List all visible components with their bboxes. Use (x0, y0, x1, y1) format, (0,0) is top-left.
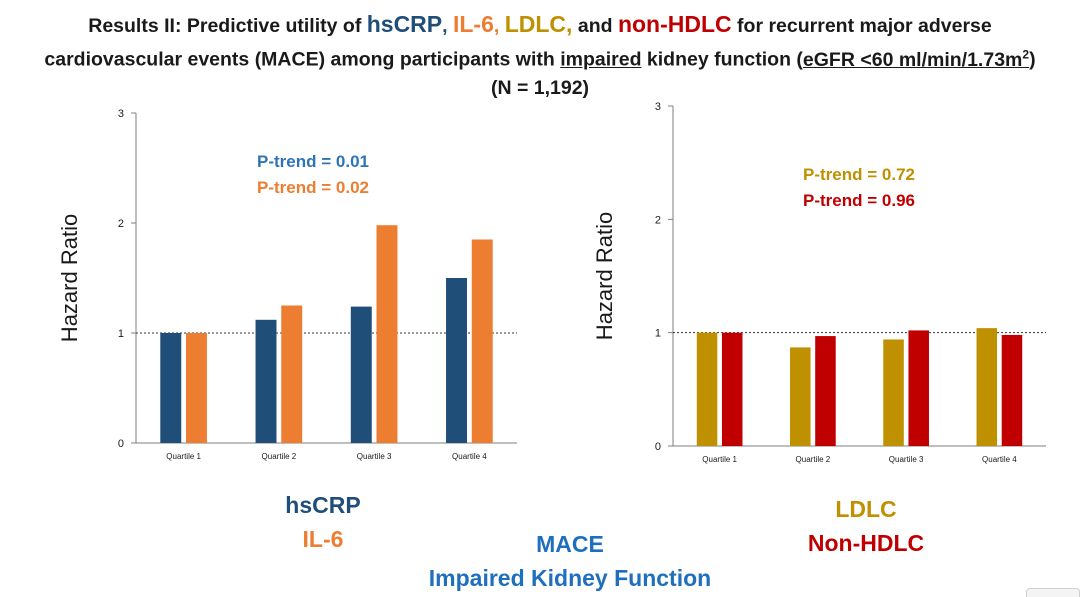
title-ldlc: LDLC, (504, 11, 573, 37)
bar-ldlc-q1 (696, 332, 718, 446)
legend-ldlc: LDLC (835, 496, 897, 522)
y-tick-label: 0 (118, 438, 124, 450)
bar-hscrp-q4 (446, 278, 467, 443)
legend-il6: IL-6 (302, 526, 344, 552)
title-prefix: Results II: Predictive utility of (88, 15, 367, 37)
bar-ldlc-q4 (976, 328, 998, 446)
x-tick-label: Quartile 4 (452, 452, 487, 461)
bar-non-hdlc-q3 (908, 330, 929, 446)
p-trend-annotation: P-trend = 0.02 (257, 178, 369, 197)
y-axis-title: Hazard Ratio (57, 214, 82, 342)
bar-hscrp-q3 (350, 306, 372, 443)
x-tick-label: Quartile 4 (982, 455, 1017, 464)
y-tick-label: 1 (118, 328, 124, 340)
y-tick-label: 3 (118, 108, 124, 120)
p-trend-annotation: P-trend = 0.01 (257, 152, 369, 171)
y-axis-title: Hazard Ratio (592, 212, 617, 340)
bar-ldlc-q3 (883, 339, 904, 446)
bar-non-hdlc-q1 (721, 332, 743, 446)
y-tick-label: 3 (655, 101, 661, 113)
x-tick-label: Quartile 3 (889, 455, 924, 464)
title-line2-a: cardiovascular events (MACE) among parti… (44, 48, 561, 71)
title-line2-c: ) (1029, 48, 1036, 71)
title-il6: IL-6 (452, 11, 494, 37)
bar-non-hdlc-q2 (815, 336, 836, 446)
legend-right: LDLC Non-HDLC (766, 492, 966, 560)
title-egfr-text: eGFR <60 ml/min/1.73m (802, 48, 1023, 71)
title-comma-2: , (493, 15, 505, 37)
y-tick-label: 2 (118, 218, 124, 230)
bar-il-6-q3 (376, 225, 398, 443)
bar-il-6-q2 (281, 305, 303, 443)
x-tick-label: Quartile 2 (262, 452, 297, 461)
bar-il-6-q1 (186, 333, 207, 443)
chart-right: 0 1 2 3 Hazard Ratio Quartile 1 Quartile 2 Quar… (592, 101, 1046, 464)
title-egfr-sup: 2 (1022, 47, 1030, 61)
x-tick-label: Quartile 3 (357, 452, 392, 461)
title-impaired: impaired (560, 48, 642, 71)
corner-widget[interactable] (1026, 588, 1080, 597)
p-trend-annotation: P-trend = 0.72 (803, 165, 915, 184)
title-comma-1: , (442, 15, 453, 37)
title-suffix: for recurrent major adverse (731, 15, 992, 37)
x-tick-label: Quartile 1 (702, 455, 737, 464)
title-line-2: cardiovascular events (MACE) among parti… (0, 40, 1080, 74)
y-tick-label: 2 (655, 214, 661, 226)
legend-hscrp: hsCRP (285, 492, 361, 518)
title-nonhdlc: non-HDLC (617, 11, 732, 37)
title-line-1: Results II: Predictive utility of hsCRP,… (0, 10, 1080, 40)
bar-il-6-q4 (471, 239, 493, 443)
slide-title: Results II: Predictive utility of hsCRP,… (0, 10, 1080, 102)
y-tick-label: 0 (655, 441, 661, 453)
bar-non-hdlc-q4 (1001, 334, 1023, 446)
title-line2-b: kidney function ( (641, 48, 803, 71)
title-and: and (572, 15, 618, 37)
legend-nonhdlc: Non-HDLC (807, 530, 925, 556)
chart-left: 0 1 2 3 Hazard Ratio Quartile 1 Quartile 2 Quar… (57, 108, 517, 461)
title-line-3: (N = 1,192) (490, 76, 590, 99)
p-trend-annotation: P-trend = 0.96 (803, 191, 915, 210)
bar-hscrp-q1 (160, 333, 182, 443)
caption-impaired-kidney: Impaired Kidney Function (428, 565, 712, 591)
caption: MACE Impaired Kidney Function (340, 527, 800, 595)
legend-left: hsCRP IL-6 (223, 488, 423, 556)
x-tick-label: Quartile 2 (796, 455, 831, 464)
x-tick-label: Quartile 1 (166, 452, 201, 461)
bar-ldlc-q2 (790, 347, 811, 446)
title-hscrp: hsCRP (366, 11, 443, 37)
title-egfr: eGFR <60 ml/min/1.73m2 (802, 47, 1030, 71)
bar-hscrp-q2 (255, 319, 277, 443)
y-tick-label: 1 (655, 328, 661, 340)
caption-mace: MACE (536, 531, 604, 557)
